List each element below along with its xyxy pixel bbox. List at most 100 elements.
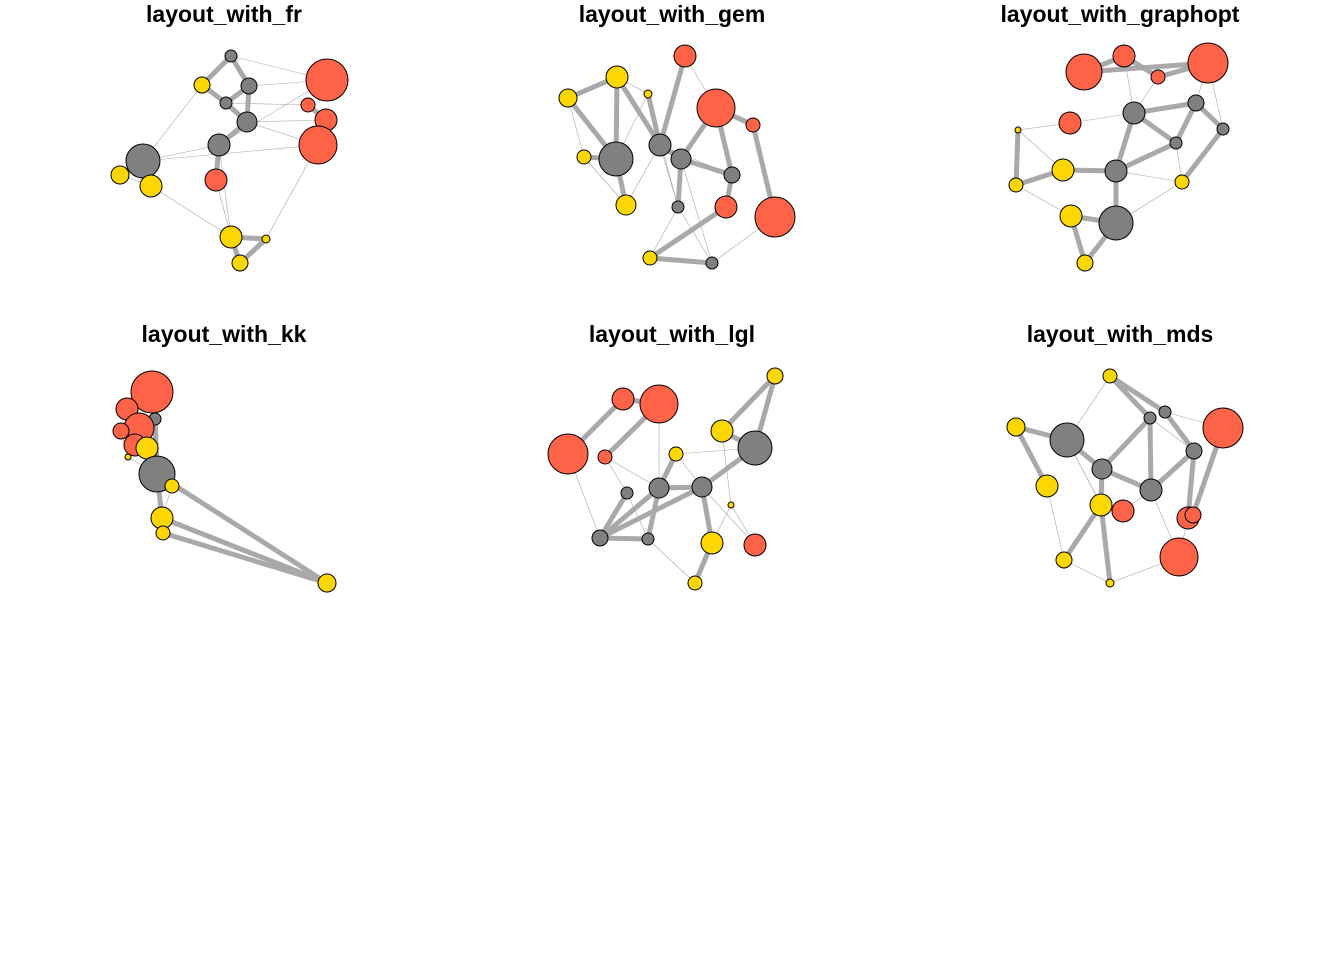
network-edge-thick — [1098, 502, 1113, 586]
network-node — [1098, 205, 1134, 241]
network-node — [641, 532, 655, 546]
network-node — [670, 148, 692, 170]
network-edge-thin — [246, 119, 327, 123]
network-node — [317, 573, 337, 593]
network-node — [668, 446, 684, 462]
network-node — [219, 96, 233, 110]
network-node — [705, 256, 719, 270]
network-node — [723, 166, 741, 184]
network-node — [1104, 159, 1128, 183]
network-edge-thin — [218, 144, 232, 238]
network-node — [139, 174, 163, 198]
network-edge-thin — [583, 156, 627, 206]
network-node — [219, 225, 243, 249]
network-node — [1143, 411, 1157, 425]
network-node — [125, 143, 161, 179]
network-node — [1049, 422, 1085, 458]
network-node — [1184, 506, 1202, 524]
network-panel-gem — [558, 44, 796, 270]
network-edge-thin — [225, 102, 309, 106]
network-node — [1187, 94, 1205, 112]
network-node — [231, 254, 249, 272]
network-node — [1150, 69, 1166, 85]
panel-title-lgl: layout_with_lgl — [588, 321, 756, 347]
network-node — [1008, 177, 1024, 193]
network-edge-thick — [1179, 126, 1226, 185]
network-edge-thin — [680, 158, 713, 264]
network-node — [1174, 174, 1190, 190]
network-node — [696, 88, 736, 128]
network-node — [1091, 458, 1113, 480]
network-node — [1058, 111, 1082, 135]
network-edge-thick — [614, 74, 663, 148]
network-edge-thick — [647, 204, 729, 261]
network-node — [615, 194, 637, 216]
network-node — [1102, 368, 1118, 384]
network-edge-thick — [597, 485, 662, 541]
network-node — [155, 525, 171, 541]
network-node — [1111, 499, 1135, 523]
network-edge-thick — [1147, 415, 1154, 493]
network-panel-graphopt — [1008, 42, 1230, 272]
network-node — [112, 422, 130, 440]
network-node — [1089, 493, 1113, 517]
network-node — [1051, 158, 1075, 182]
panel-title-mds: layout_with_mds — [1026, 321, 1214, 347]
network-node — [124, 453, 132, 461]
network-node — [261, 234, 271, 244]
network-edge-thin — [150, 185, 232, 238]
network-node — [110, 165, 130, 185]
network-edge-thick — [154, 471, 330, 586]
network-node — [597, 449, 613, 465]
network-edge-thin — [1149, 417, 1195, 452]
network-node — [224, 49, 238, 63]
network-node — [1059, 204, 1083, 228]
network-node — [1112, 44, 1136, 68]
network-edge-thick — [597, 490, 630, 541]
network-edge-thick — [1013, 127, 1021, 188]
network-node — [1158, 405, 1172, 419]
network-edge-thin — [647, 538, 696, 584]
network-node — [204, 168, 228, 192]
network-edge-thin — [567, 97, 585, 158]
panel-title-gem: layout_with_gem — [578, 1, 766, 27]
network-edge-thin — [626, 492, 649, 540]
network-node — [558, 88, 578, 108]
network-node — [710, 419, 734, 443]
network-node — [1105, 578, 1115, 588]
network-node — [1055, 551, 1073, 569]
network-node — [591, 529, 609, 547]
network-panel-kk — [112, 370, 337, 593]
network-edge-thick — [1107, 373, 1153, 421]
network-node — [300, 97, 316, 113]
network-edge-thin — [1063, 559, 1111, 584]
network-node — [1122, 101, 1146, 125]
network-node — [1076, 254, 1094, 272]
network-node — [240, 77, 258, 95]
network-node — [673, 44, 697, 68]
network-edge-thick — [1081, 60, 1211, 75]
network-node — [130, 370, 174, 414]
network-node — [727, 501, 735, 509]
network-panel-fr — [110, 49, 349, 272]
network-node — [207, 133, 231, 157]
network-edge-thick — [160, 530, 330, 586]
network-node — [236, 111, 258, 133]
network-node — [598, 141, 634, 177]
network-node — [1185, 442, 1203, 460]
network-node — [1006, 417, 1026, 437]
network-node — [745, 117, 761, 133]
network-node — [1169, 136, 1183, 150]
network-node — [737, 430, 773, 466]
network-node — [193, 76, 211, 94]
network-node — [1035, 474, 1059, 498]
network-edge-thick — [647, 255, 715, 266]
network-node — [547, 433, 589, 475]
network-node — [620, 486, 634, 500]
network-node — [1216, 122, 1230, 136]
network-panel-mds — [1006, 368, 1244, 588]
network-edge-thick — [1099, 415, 1153, 472]
network-node — [648, 477, 670, 499]
network-node — [1139, 478, 1163, 502]
network-node — [766, 367, 784, 385]
